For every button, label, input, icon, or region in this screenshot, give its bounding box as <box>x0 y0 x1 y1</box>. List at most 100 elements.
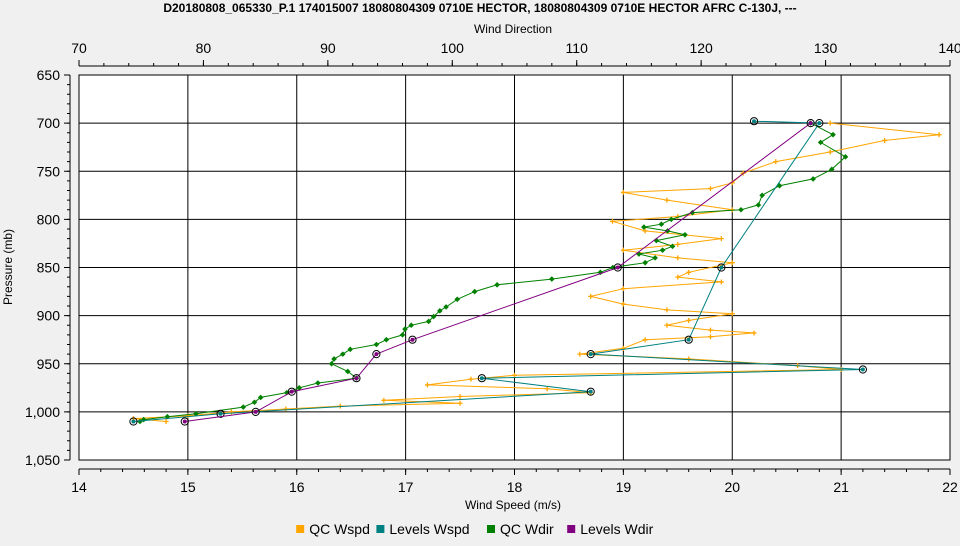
bottom-axis-title: Wind Speed (m/s) <box>465 498 561 512</box>
data-point-fill <box>808 121 813 126</box>
data-point <box>373 341 380 348</box>
x-tick-label: 15 <box>180 479 196 495</box>
data-point <box>827 149 833 155</box>
data-point <box>331 356 337 362</box>
top-axis-title: Wind Direction <box>474 22 552 36</box>
data-point-fill <box>479 376 484 381</box>
y-tick-label: 850 <box>37 260 61 276</box>
data-point <box>882 137 888 143</box>
data-point <box>620 286 626 292</box>
data-point <box>586 350 595 359</box>
data-point <box>597 269 604 276</box>
data-point <box>549 276 555 282</box>
x2-tick-label: 90 <box>320 40 336 56</box>
data-point <box>652 255 658 261</box>
data-point-fill <box>588 352 593 357</box>
axes: 14 15 16 17 18 19 20 21 22 70 80 90 100 110 120 130 140 6… <box>25 40 960 495</box>
data-point <box>664 322 670 328</box>
data-point <box>544 386 550 392</box>
data-point <box>817 139 824 146</box>
data-point <box>372 350 381 359</box>
legend-item: QC Wdir <box>487 521 554 537</box>
data-point <box>659 247 666 253</box>
data-point <box>749 117 759 126</box>
data-point <box>344 368 351 375</box>
data-point <box>642 259 648 266</box>
data-point <box>751 330 757 336</box>
data-point <box>424 382 430 388</box>
data-point <box>454 296 461 303</box>
legend-swatch <box>296 525 305 533</box>
series-qc-wspd <box>130 120 942 424</box>
data-point-fill <box>860 367 865 372</box>
data-point <box>815 119 824 128</box>
data-point <box>664 197 670 203</box>
data-point <box>613 263 622 272</box>
data-point <box>718 279 724 285</box>
data-point <box>180 417 189 426</box>
series-line <box>184 122 811 422</box>
data-point <box>806 119 815 128</box>
x2-tick-label: 100 <box>441 40 465 56</box>
x2-tick-label: 80 <box>196 40 212 56</box>
data-point <box>609 264 616 271</box>
data-point <box>759 192 765 199</box>
x2-tick-label: 110 <box>566 40 589 56</box>
data-point <box>408 322 415 329</box>
data-point <box>664 307 670 313</box>
data-point <box>729 311 735 317</box>
data-point-fill <box>218 411 223 416</box>
data-point-fill <box>752 119 757 124</box>
data-point-fill <box>253 409 258 414</box>
data-point <box>477 374 486 383</box>
series-qc-wdir <box>137 120 849 425</box>
data-point <box>352 374 361 383</box>
y-tick-label: 750 <box>37 163 61 179</box>
data-point <box>347 346 354 353</box>
data-point <box>296 385 303 391</box>
data-point <box>664 228 671 234</box>
data-point <box>828 166 835 173</box>
data-point <box>251 407 260 416</box>
data-point-fill <box>354 376 359 381</box>
data-point <box>729 260 735 266</box>
x-tick-label: 21 <box>833 479 849 495</box>
data-point <box>620 189 626 195</box>
data-point <box>339 351 346 357</box>
data-point <box>468 376 474 382</box>
x-tick-label: 22 <box>942 479 958 495</box>
data-point <box>686 317 692 323</box>
data-point-fill <box>182 419 187 424</box>
x2-tick-label: 130 <box>814 40 838 56</box>
y-tick-label: 650 <box>37 67 61 83</box>
data-point <box>718 236 724 242</box>
data-point <box>129 417 138 426</box>
data-point <box>471 288 478 295</box>
series-line <box>133 120 863 422</box>
data-point <box>636 251 642 257</box>
left-axis-title: Pressure (mb) <box>1 229 15 305</box>
data-point <box>164 413 171 420</box>
legend-swatch <box>567 525 576 533</box>
data-point <box>163 419 169 424</box>
y-tick-label: 950 <box>37 356 61 372</box>
data-point <box>620 247 626 253</box>
data-point <box>675 241 681 247</box>
data-point <box>383 336 390 343</box>
data-point <box>216 409 225 418</box>
data-point <box>717 263 726 272</box>
legend-label: QC Wdir <box>500 521 554 537</box>
data-point <box>642 337 648 343</box>
data-point <box>283 406 289 412</box>
data-point-fill <box>686 337 691 342</box>
data-point <box>457 400 463 406</box>
data-point <box>858 365 868 374</box>
data-point <box>251 399 258 406</box>
x-tick-label: 18 <box>507 479 523 495</box>
data-point <box>257 394 264 401</box>
data-point-fill <box>588 389 593 394</box>
data-point <box>443 304 449 310</box>
data-point <box>137 418 143 425</box>
